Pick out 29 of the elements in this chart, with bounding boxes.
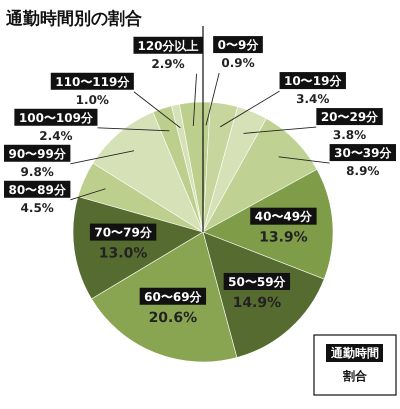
slice-label: 40〜49分 — [254, 210, 314, 224]
slice-label: 50〜59分 — [228, 274, 287, 289]
data-label: 0.9% — [221, 56, 255, 70]
slice-label: 0〜9分 — [218, 38, 260, 52]
slice-label: 60〜69分 — [144, 290, 203, 304]
data-label: 1.0% — [76, 92, 109, 107]
data-label: 20.6% — [148, 310, 198, 326]
text: 通勤時間 — [330, 346, 379, 360]
data-label: 3.4% — [296, 92, 330, 106]
data-label: 8.9% — [346, 164, 380, 178]
data-label: 2.4% — [39, 128, 73, 143]
slice-label: 120分以上 — [137, 38, 199, 53]
slice-label: 80〜89分 — [8, 182, 67, 197]
slice-label: 20〜29分 — [320, 110, 380, 124]
data-label: 13.9% — [259, 230, 308, 246]
text: 割合 — [342, 369, 368, 383]
slice-label: 100〜109分 — [18, 110, 94, 125]
chart-title: 通勤時間別の割合 — [5, 9, 142, 29]
data-label: 2.9% — [151, 56, 185, 71]
data-label: 14.9% — [232, 294, 282, 311]
slice-label: 30〜39分 — [334, 146, 392, 160]
slice-label: 70〜79分 — [94, 226, 153, 240]
slice-label: 90〜99分 — [8, 146, 67, 161]
data-label: 4.5% — [20, 200, 54, 215]
data-label: 13.0% — [98, 246, 148, 262]
slice-label: 110〜119分 — [55, 74, 130, 89]
slice-label: 10〜19分 — [284, 74, 342, 88]
data-label: 3.8% — [332, 128, 366, 142]
data-label: 9.8% — [20, 164, 54, 179]
